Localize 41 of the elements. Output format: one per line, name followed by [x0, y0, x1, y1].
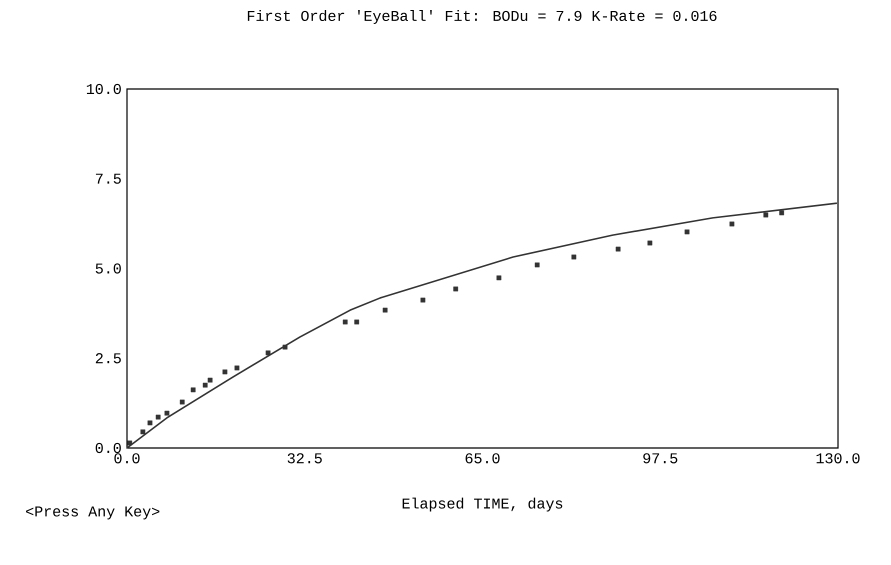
point — [496, 275, 502, 280]
point — [571, 254, 576, 260]
point — [140, 429, 146, 434]
line-series — [126, 202, 838, 449]
y-tick-label: 7.5 — [96, 174, 121, 184]
point — [382, 308, 388, 313]
point — [180, 400, 185, 404]
point — [342, 320, 348, 324]
point — [202, 382, 208, 388]
x-tick-label: 0.0 — [114, 453, 140, 464]
y-tick-label: 5.0 — [96, 263, 121, 274]
x-tick-label: 97.5 — [643, 453, 678, 464]
y-tick-label: 10.0 — [86, 84, 121, 94]
point — [266, 350, 271, 356]
point — [208, 378, 213, 383]
y-tick-label: 2.5 — [96, 353, 121, 364]
point — [684, 229, 690, 234]
x-tick-label: 65.0 — [466, 453, 500, 464]
point — [156, 414, 161, 420]
x-axis-title: Elapsed TIME, days — [402, 498, 562, 512]
point — [164, 410, 170, 416]
point — [453, 286, 458, 292]
point — [127, 440, 132, 446]
text: <Press Any Key> — [26, 506, 160, 520]
point — [763, 212, 768, 218]
point — [647, 240, 652, 246]
point — [534, 262, 540, 268]
point — [354, 320, 360, 324]
point — [779, 210, 784, 216]
chart-title: First Order 'EyeBall' Fit: BODu = 7.9 K-Rate = 0.016 — [248, 10, 716, 24]
point — [190, 387, 196, 392]
point — [616, 246, 621, 252]
point — [148, 420, 152, 426]
point — [730, 222, 734, 226]
point — [234, 366, 240, 370]
x-tick-label: 32.5 — [288, 453, 322, 464]
point — [420, 298, 426, 302]
point — [282, 344, 288, 350]
y-tick-label: 0.0 — [96, 442, 121, 454]
point — [222, 369, 228, 374]
x-tick-label: 130.0 — [816, 453, 860, 464]
